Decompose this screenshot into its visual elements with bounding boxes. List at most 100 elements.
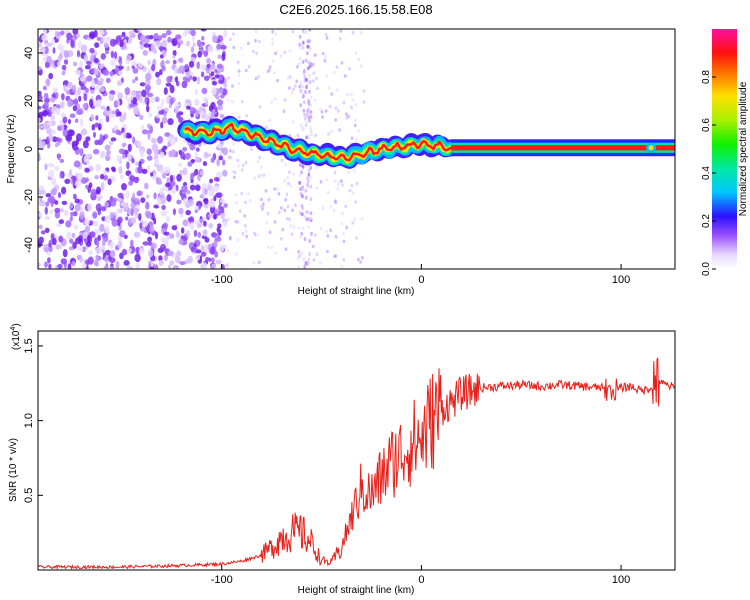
- noise-speck: [215, 95, 220, 100]
- noise-speck: [307, 60, 311, 65]
- noise-speck: [204, 114, 211, 123]
- noise-speck: [296, 265, 300, 269]
- noise-speck: [117, 92, 123, 101]
- noise-speck: [319, 261, 322, 265]
- noise-speck: [301, 126, 305, 131]
- noise-speck: [244, 160, 248, 165]
- noise-speck: [125, 45, 129, 51]
- noise-speck: [298, 181, 302, 185]
- noise-speck: [88, 182, 93, 189]
- noise-speck: [271, 42, 274, 46]
- noise-speck: [307, 135, 311, 140]
- noise-speck: [295, 79, 299, 84]
- noise-speck: [288, 217, 291, 221]
- noise-speck: [231, 100, 234, 104]
- noise-speck: [234, 220, 238, 224]
- noise-speck: [102, 69, 110, 76]
- noise-speck: [38, 123, 43, 130]
- noise-speck: [276, 78, 279, 83]
- noise-speck: [200, 64, 206, 71]
- noise-speck: [46, 127, 52, 135]
- noise-speck: [67, 263, 72, 269]
- noise-speck: [109, 113, 115, 119]
- noise-speck: [305, 217, 308, 222]
- noise-speck: [162, 222, 169, 229]
- noise-speck: [90, 113, 95, 121]
- noise-speck: [137, 165, 143, 174]
- colorbar-tick-label: 0.8: [701, 70, 712, 84]
- noise-speck: [223, 220, 228, 228]
- noise-speck: [103, 174, 109, 181]
- noise-speck: [210, 205, 216, 214]
- noise-speck: [95, 115, 99, 121]
- noise-speck: [333, 179, 337, 183]
- noise-speck: [280, 236, 283, 241]
- noise-speck: [236, 220, 240, 224]
- noise-speck: [319, 107, 322, 111]
- noise-speck: [210, 101, 216, 110]
- noise-speck: [335, 235, 338, 240]
- noise-speck: [171, 37, 178, 46]
- noise-speck: [44, 61, 50, 69]
- noise-speck: [99, 223, 105, 232]
- noise-speck: [119, 40, 124, 48]
- noise-speck: [286, 176, 289, 180]
- noise-speck: [255, 51, 259, 56]
- noise-speck: [144, 96, 148, 104]
- noise-speck: [133, 208, 138, 215]
- noise-speck: [345, 225, 349, 230]
- noise-speck: [136, 93, 140, 101]
- noise-speck: [209, 178, 214, 184]
- noise-speck: [110, 50, 115, 59]
- snr-x-label: Height of straight line (km): [298, 585, 415, 596]
- noise-speck: [268, 118, 271, 123]
- noise-speck: [232, 149, 235, 154]
- noise-speck: [58, 138, 63, 143]
- noise-speck: [63, 59, 69, 65]
- noise-speck: [39, 46, 46, 54]
- ridge-flat-red: [451, 145, 675, 151]
- snr-x-ticks: -100 0 100: [211, 565, 630, 586]
- noise-speck: [127, 248, 132, 253]
- spectrogram-y-label: Frequency (Hz): [6, 115, 17, 184]
- noise-speck: [211, 263, 217, 269]
- noise-speck: [223, 30, 228, 38]
- noise-speck: [117, 240, 123, 249]
- noise-speck: [301, 185, 304, 189]
- noise-speck: [105, 77, 111, 84]
- noise-speck: [309, 47, 312, 52]
- noise-speck: [104, 255, 110, 263]
- noise-speck: [58, 235, 64, 243]
- noise-speck: [182, 219, 189, 227]
- noise-speck: [194, 100, 200, 106]
- noise-speck: [308, 118, 311, 123]
- noise-speck: [283, 98, 287, 102]
- noise-speck: [147, 249, 154, 258]
- noise-speck: [84, 65, 91, 70]
- noise-speck: [321, 206, 325, 210]
- noise-speck: [156, 180, 163, 185]
- noise-speck: [329, 228, 333, 232]
- noise-speck: [266, 211, 270, 216]
- noise-speck: [190, 247, 195, 252]
- noise-speck: [228, 149, 232, 153]
- noise-speck: [190, 221, 194, 229]
- noise-speck: [208, 257, 212, 262]
- noise-speck: [141, 168, 148, 174]
- noise-speck: [61, 200, 68, 205]
- noise-speck: [181, 185, 188, 193]
- noise-speck: [156, 77, 162, 86]
- noise-speck: [45, 215, 51, 221]
- noise-speck: [189, 143, 196, 151]
- noise-speck: [191, 35, 196, 42]
- noise-speck: [136, 29, 144, 32]
- noise-speck: [163, 112, 167, 118]
- noise-speck: [105, 225, 110, 234]
- spectrogram-x-ticks: -100 0 100: [211, 264, 630, 286]
- noise-speck: [93, 220, 98, 226]
- noise-speck: [163, 87, 168, 95]
- noise-speck: [205, 257, 210, 262]
- noise-speck: [99, 173, 105, 180]
- noise-speck: [200, 29, 207, 32]
- noise-speck: [271, 37, 275, 42]
